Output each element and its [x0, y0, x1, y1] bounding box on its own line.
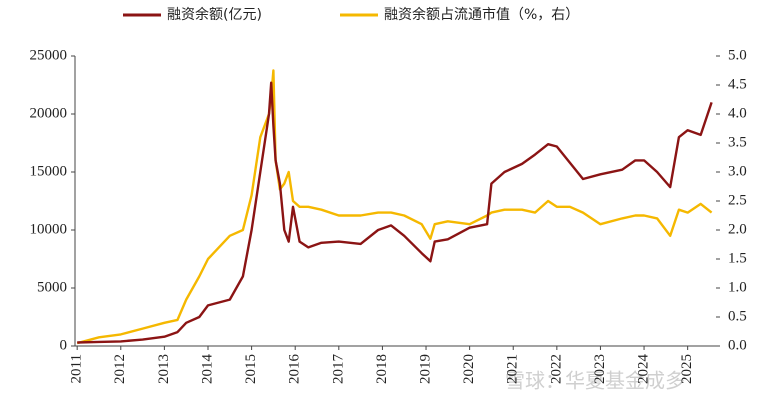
- x-tick-label: 2018: [374, 354, 390, 384]
- legend-label: 融资余额(亿元): [167, 6, 262, 23]
- y2-tick-label: 3.5: [728, 134, 747, 150]
- x-tick-label: 2021: [505, 354, 521, 384]
- y-tick-label: 0: [60, 337, 68, 353]
- x-tick-label: 2012: [112, 354, 128, 384]
- y2-tick-label: 0.5: [728, 308, 747, 324]
- legend-label: 融资余额占流通市值（%，右）: [384, 6, 579, 23]
- series-line: [77, 81, 713, 344]
- y2-tick-label: 1.0: [728, 279, 747, 295]
- y2-tick-label: 4.0: [728, 105, 747, 121]
- watermark: 雪球：华夏基金成多: [505, 369, 685, 393]
- y2-tick-label: 0.0: [728, 337, 747, 353]
- y-tick-label: 15000: [30, 163, 68, 179]
- x-tick-label: 2011: [69, 354, 85, 383]
- y2-tick-label: 2.5: [728, 192, 747, 208]
- x-tick-label: 2017: [330, 354, 346, 385]
- y2-tick-label: 3.0: [728, 163, 747, 179]
- x-tick-label: 2014: [199, 354, 215, 385]
- y-tick-label: 10000: [30, 221, 68, 237]
- x-tick-label: 2025: [679, 354, 695, 384]
- y-tick-label: 20000: [30, 105, 68, 121]
- y2-tick-label: 2.0: [728, 221, 747, 237]
- x-tick-label: 2016: [287, 354, 303, 385]
- x-tick-label: 2019: [417, 354, 433, 384]
- series-line: [76, 69, 713, 345]
- x-tick-label: 2022: [548, 354, 564, 384]
- x-tick-label: 2015: [243, 354, 259, 384]
- y-tick-label: 25000: [30, 47, 68, 63]
- y-tick-label: 5000: [37, 279, 67, 295]
- x-tick-label: 2023: [592, 354, 608, 384]
- y2-tick-label: 5.0: [728, 47, 747, 63]
- x-tick-label: 2013: [156, 354, 172, 384]
- x-tick-label: 2024: [635, 354, 651, 385]
- y2-tick-label: 1.5: [728, 250, 747, 266]
- y2-tick-label: 4.5: [728, 76, 747, 92]
- x-tick-label: 2020: [461, 354, 477, 384]
